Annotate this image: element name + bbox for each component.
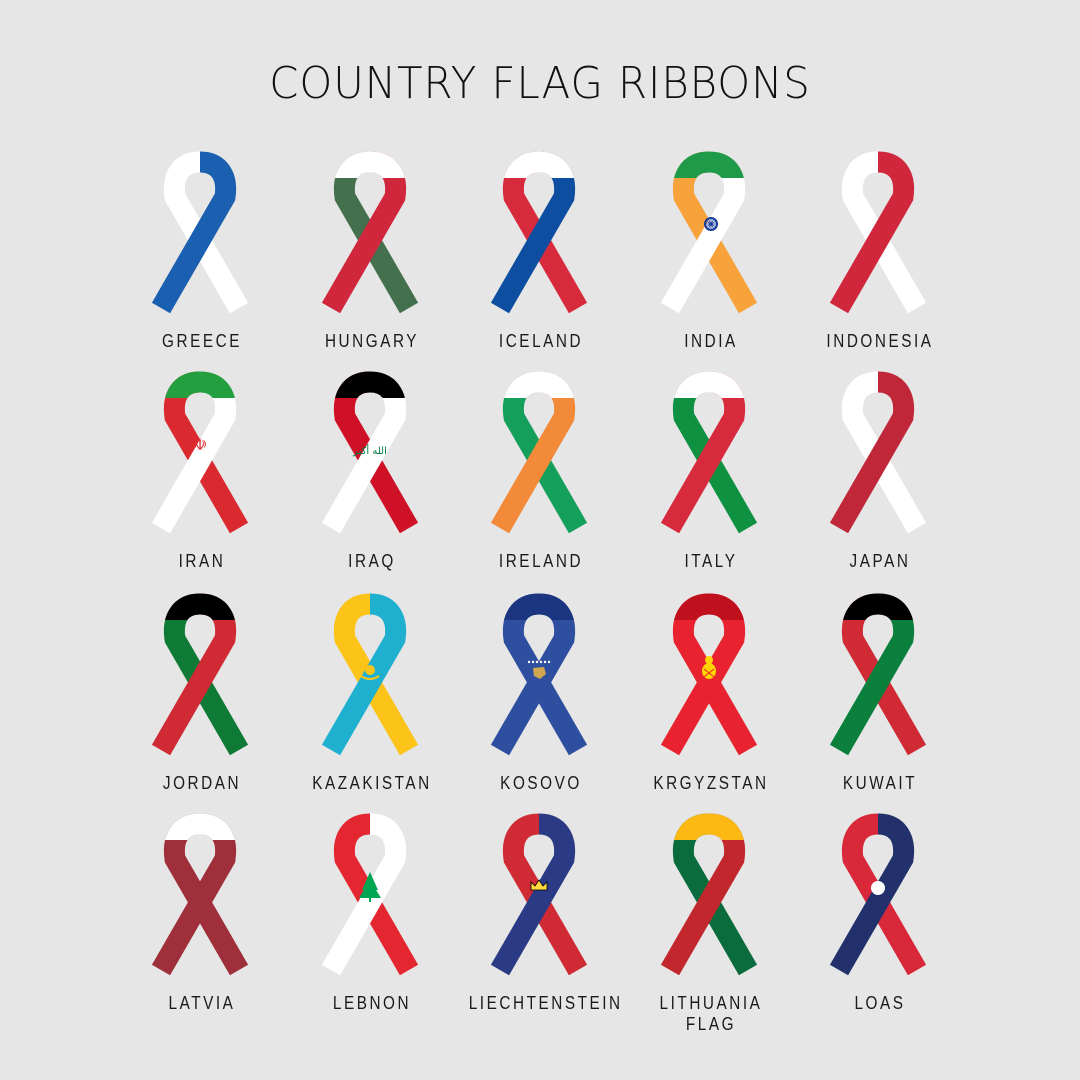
- kosovo-map-icon: [527, 660, 551, 679]
- ribbon-front-strand: [151, 151, 237, 314]
- svg-text:☫: ☫: [193, 435, 207, 454]
- ribbon-item: LITHUANIA FLAG: [626, 807, 796, 1034]
- ribbon-graphic: [490, 371, 588, 534]
- ribbon-back-strand: [163, 151, 249, 314]
- ribbon-label: ITALY: [683, 551, 737, 571]
- ribbon-label: IRAN: [178, 551, 226, 571]
- ribbon-item: ITALY: [626, 365, 796, 587]
- ribbon-graphic: [321, 593, 418, 756]
- ribbon-label: HUNGARY: [324, 331, 419, 351]
- ribbon-label: GREECE: [162, 331, 242, 351]
- ribbon-back-strand: [502, 813, 588, 976]
- ribbon-graphic: [829, 371, 927, 534]
- ribbon-loop-cap: [504, 151, 574, 178]
- ribbon-loop-cap: [165, 371, 235, 398]
- ribbon-item: KRGYZSTAN: [626, 587, 796, 809]
- ribbon-item: KUWAIT: [795, 587, 965, 809]
- ribbon-item: LOAS: [795, 807, 965, 1029]
- ribbon-back-strand: [841, 371, 927, 534]
- ribbon-graphic: [490, 813, 588, 976]
- ribbon-item: HUNGARY: [287, 145, 457, 367]
- ribbon-item: LIECHTENSTEIN: [456, 807, 626, 1029]
- ribbon-item: GREECE: [117, 145, 287, 367]
- ribbon-back-strand: [333, 813, 418, 976]
- ribbon-label: KOSOVO: [500, 773, 582, 793]
- ribbon-label: KUWAIT: [842, 773, 918, 793]
- ribbon-graphic: [321, 813, 418, 976]
- cedar-icon: [358, 872, 381, 902]
- ribbon-loop-cap: [334, 371, 405, 398]
- ribbon-label: LITHUANIA FLAG: [659, 993, 762, 1034]
- ribbon-loop-cap: [673, 371, 744, 398]
- ribbon-graphic: [660, 371, 757, 534]
- ribbon-graphic: [660, 593, 757, 756]
- ribbon-item: KAZAKISTAN: [287, 587, 457, 809]
- crown-icon: [530, 879, 548, 891]
- ribbon-label: LEBNON: [332, 993, 411, 1013]
- ribbon-item: JORDAN: [117, 587, 287, 809]
- ribbon-front-strand: [829, 151, 915, 314]
- ribbon-label: JAPAN: [849, 551, 911, 571]
- ribbon-loop-cap: [165, 593, 235, 620]
- ribbon-graphic: [151, 813, 249, 976]
- ribbon-label: KAZAKISTAN: [311, 773, 432, 793]
- ribbon-label: INDONESIA: [826, 331, 934, 351]
- ribbon-graphic: الله أكبر: [321, 371, 418, 534]
- ribbon-loop-cap: [165, 813, 235, 840]
- ribbon-graphic: ☫: [151, 371, 249, 534]
- ribbon-loop-cap: [843, 593, 913, 620]
- chakra-icon: [703, 217, 718, 231]
- ribbon-front-strand: [829, 371, 915, 534]
- ribbon-back-strand: [841, 813, 927, 976]
- ribbon-loop-cap: [504, 593, 574, 620]
- tunduk-sun-icon: [701, 656, 716, 679]
- ribbon-loop-cap: [673, 593, 744, 620]
- ribbon-graphic: [829, 593, 927, 756]
- svg-text:الله أكبر: الله أكبر: [352, 444, 387, 457]
- ribbon-label: ICELAND: [498, 331, 584, 351]
- ribbon-back-strand: [841, 151, 927, 314]
- ribbon-label: JORDAN: [162, 773, 242, 793]
- ribbon-graphic: [151, 151, 249, 314]
- ribbon-front-strand: [829, 813, 915, 976]
- ribbon-graphic: [829, 151, 927, 314]
- ribbon-label: IRAQ: [347, 551, 396, 571]
- ribbon-loop-cap: [673, 151, 744, 178]
- ribbon-label: LIECHTENSTEIN: [468, 993, 623, 1013]
- ribbon-item: ☫ IRAN: [117, 365, 287, 587]
- ribbon-item: JAPAN: [795, 365, 965, 587]
- ribbon-item: LATVIA: [117, 807, 287, 1029]
- ribbon-graphic: [829, 813, 927, 976]
- ribbon-front-strand: [490, 813, 576, 976]
- ribbon-loop-cap: [504, 371, 574, 398]
- ribbon-label: LATVIA: [168, 993, 236, 1013]
- ribbon-label: LOAS: [854, 993, 906, 1013]
- ribbon-item: KOSOVO: [456, 587, 626, 809]
- ribbon-graphic: [321, 151, 418, 314]
- ribbon-item: INDIA: [626, 145, 796, 367]
- ribbon-front-strand: [321, 593, 406, 756]
- white-circle-icon: [871, 881, 885, 895]
- ribbon-item: IRELAND: [456, 365, 626, 587]
- ribbon-item: ICELAND: [456, 145, 626, 367]
- ribbon-graphic: [660, 813, 757, 976]
- ribbon-label: KRGYZSTAN: [652, 773, 769, 793]
- ribbon-loop-cap: [673, 813, 744, 840]
- ribbon-label: IRELAND: [498, 551, 584, 571]
- ribbon-back-strand: [333, 593, 418, 756]
- iraq-takbir-icon: الله أكبر: [352, 444, 387, 457]
- sun-eagle-icon: [359, 665, 380, 680]
- ribbon-item: INDONESIA: [795, 145, 965, 367]
- ribbon-item: LEBNON: [287, 807, 457, 1029]
- ribbon-item: الله أكبر IRAQ: [287, 365, 457, 587]
- ribbon-front-strand: [321, 813, 406, 976]
- ribbon-graphic: [490, 593, 588, 756]
- ribbon-graphic: [490, 151, 588, 314]
- ribbon-graphic: [151, 593, 249, 756]
- page-title: COUNTRY FLAG RIBBONS: [269, 58, 811, 109]
- iran-emblem-icon: ☫: [193, 435, 207, 454]
- ribbon-loop-cap: [334, 151, 405, 178]
- ribbon-label: INDIA: [683, 331, 738, 351]
- ribbon-graphic: [660, 151, 757, 314]
